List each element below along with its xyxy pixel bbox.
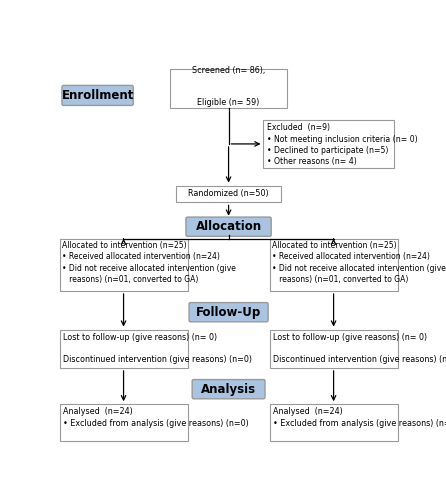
- FancyBboxPatch shape: [170, 69, 287, 108]
- FancyBboxPatch shape: [60, 238, 187, 291]
- Text: Allocation: Allocation: [195, 220, 262, 233]
- FancyBboxPatch shape: [60, 404, 187, 441]
- Text: Analysed  (n=24)
• Excluded from analysis (give reasons) (n=0): Analysed (n=24) • Excluded from analysis…: [63, 408, 248, 428]
- FancyBboxPatch shape: [264, 120, 394, 168]
- Text: Analysed  (n=24)
• Excluded from analysis (give reasons) (n=0): Analysed (n=24) • Excluded from analysis…: [273, 408, 446, 428]
- Text: Follow-Up: Follow-Up: [196, 306, 261, 318]
- Text: Lost to follow-up (give reasons) (n= 0)

Discontinued intervention (give reasons: Lost to follow-up (give reasons) (n= 0) …: [273, 332, 446, 364]
- FancyBboxPatch shape: [186, 217, 271, 236]
- Text: Analysis: Analysis: [201, 382, 256, 396]
- Text: Allocated to intervention (n=25)
• Received allocated intervention (n=24)
• Did : Allocated to intervention (n=25) • Recei…: [272, 241, 446, 284]
- FancyBboxPatch shape: [189, 302, 268, 322]
- FancyBboxPatch shape: [192, 380, 265, 399]
- FancyBboxPatch shape: [60, 330, 187, 368]
- Text: Screened (n= 86),

Eligible (n= 59): Screened (n= 86), Eligible (n= 59): [192, 66, 265, 108]
- FancyBboxPatch shape: [62, 86, 133, 105]
- FancyBboxPatch shape: [270, 330, 397, 368]
- Text: Excluded  (n=9)
• Not meeting inclusion criteria (n= 0)
• Declined to participat: Excluded (n=9) • Not meeting inclusion c…: [267, 123, 417, 166]
- FancyBboxPatch shape: [270, 238, 397, 291]
- FancyBboxPatch shape: [270, 404, 397, 441]
- Text: Enrollment: Enrollment: [62, 89, 134, 102]
- Text: Lost to follow-up (give reasons) (n= 0)

Discontinued intervention (give reasons: Lost to follow-up (give reasons) (n= 0) …: [63, 332, 252, 364]
- Text: Randomized (n=50): Randomized (n=50): [188, 190, 269, 198]
- Text: Allocated to intervention (n=25)
• Received allocated intervention (n=24)
• Did : Allocated to intervention (n=25) • Recei…: [62, 241, 236, 284]
- FancyBboxPatch shape: [176, 186, 281, 202]
